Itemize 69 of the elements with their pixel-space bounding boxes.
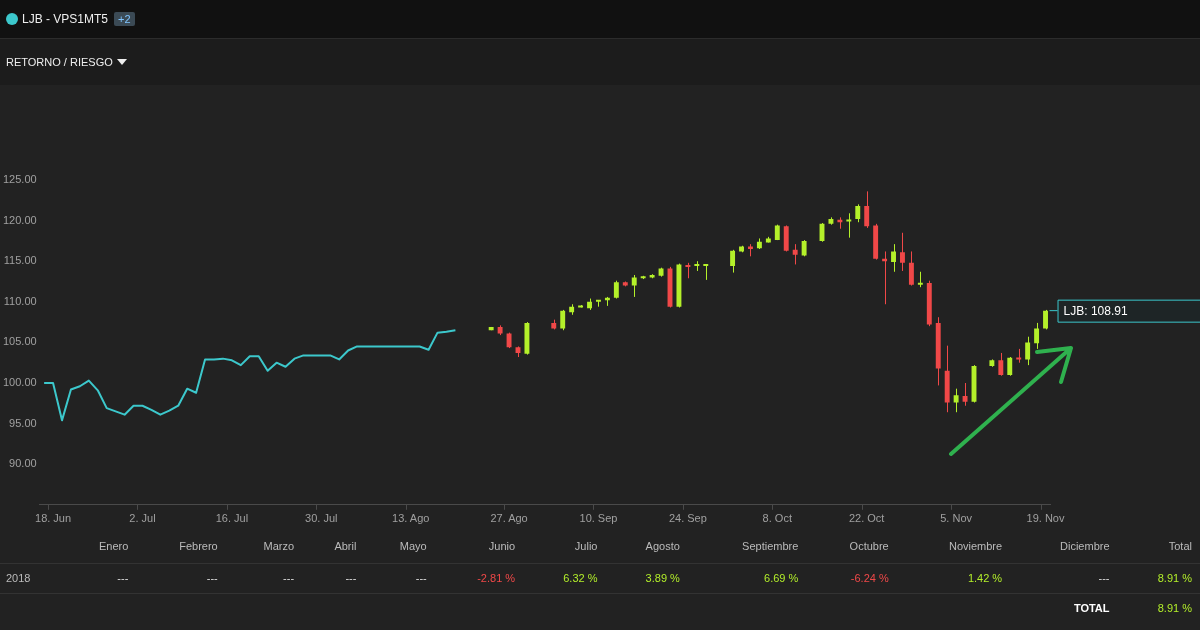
x-tick-label: 22. Oct <box>848 512 885 525</box>
y-tick-label: 120.00 <box>2 213 37 226</box>
category-label: Septiembre <box>741 538 800 554</box>
candlestick <box>1034 322 1040 350</box>
y-tick-label: 90.00 <box>9 457 37 470</box>
category-label: Marzo <box>262 538 296 554</box>
data-label: --- <box>116 571 130 586</box>
y-tick-label: 100.00 <box>2 376 37 389</box>
candlestick <box>891 243 896 273</box>
x-tick-label: 27. Ago <box>490 512 528 525</box>
x-tick-label: 18. Jun <box>35 512 72 525</box>
text: TOTAL <box>1072 601 1111 617</box>
data-label: --- <box>1097 571 1111 586</box>
candlestick <box>846 212 852 239</box>
y-tick-label: 115.00 <box>3 254 37 267</box>
y-tick-label: 110.00 <box>3 294 37 307</box>
x-tick-label: 8. Oct <box>762 512 792 525</box>
data-label: 6.32 % <box>562 571 599 586</box>
candlestick <box>998 352 1004 377</box>
y-tick-label: 95.00 <box>9 416 37 429</box>
data-label: 3.89 % <box>644 571 681 586</box>
candlestick <box>560 309 566 331</box>
candlestick <box>631 274 637 298</box>
category-label: Febrero <box>178 538 219 554</box>
candlestick <box>1007 356 1013 377</box>
chart-subtitle: RETORNO / RIESGO <box>6 56 113 68</box>
data-label: 8.91 % <box>1156 571 1193 586</box>
candlestick <box>908 250 914 287</box>
candlestick <box>962 382 968 407</box>
x-tick-label: 19. Nov <box>1026 512 1065 525</box>
data-label: --- <box>205 571 219 586</box>
candlestick <box>953 388 959 413</box>
data-label: 1.42 % <box>966 571 1004 586</box>
text: +2 <box>114 12 135 26</box>
annotation: LJB: 108.91 <box>1063 303 1128 318</box>
x-tick-label: 10. Sep <box>579 512 618 525</box>
text: 2018 <box>5 571 32 586</box>
candlestick <box>703 263 709 281</box>
x-tick-label: 2. Jul <box>129 512 156 525</box>
x-tick-label: 13. Ago <box>392 512 430 525</box>
data-label: -2.81 % <box>476 571 517 586</box>
x-tick-label: 30. Jul <box>305 512 338 525</box>
category-label: Octubre <box>848 538 890 554</box>
data-label: 6.69 % <box>763 571 800 586</box>
candlestick <box>792 243 798 265</box>
data-label: 8.91 % <box>1156 601 1193 617</box>
candlestick <box>900 232 905 272</box>
legend-label: LJB - VPS1MT5 <box>22 12 109 26</box>
x-tick-label: 5. Nov <box>940 512 973 525</box>
category-label: Noviembre <box>947 538 1004 554</box>
candlestick <box>1025 336 1031 366</box>
category-label: Agosto <box>644 538 681 554</box>
candlestick <box>730 249 736 274</box>
data-label: --- <box>282 571 296 586</box>
data-label: --- <box>414 571 428 586</box>
category-label: Mayo <box>398 538 428 554</box>
x-tick-label: 24. Sep <box>668 512 707 525</box>
data-label: -6.24 % <box>849 571 890 586</box>
category-label: Abril <box>333 538 358 554</box>
category-label: Julio <box>573 538 599 554</box>
category-label: Total <box>1167 538 1193 554</box>
x-tick-label: 16. Jul <box>215 512 249 525</box>
candlestick <box>864 190 870 229</box>
category-label: Enero <box>98 538 130 554</box>
data-label: --- <box>344 571 358 586</box>
y-tick-label: 125.00 <box>2 173 37 186</box>
category-label: Diciembre <box>1059 538 1111 554</box>
category-label: Junio <box>487 538 517 554</box>
y-tick-label: 105.00 <box>2 335 37 348</box>
